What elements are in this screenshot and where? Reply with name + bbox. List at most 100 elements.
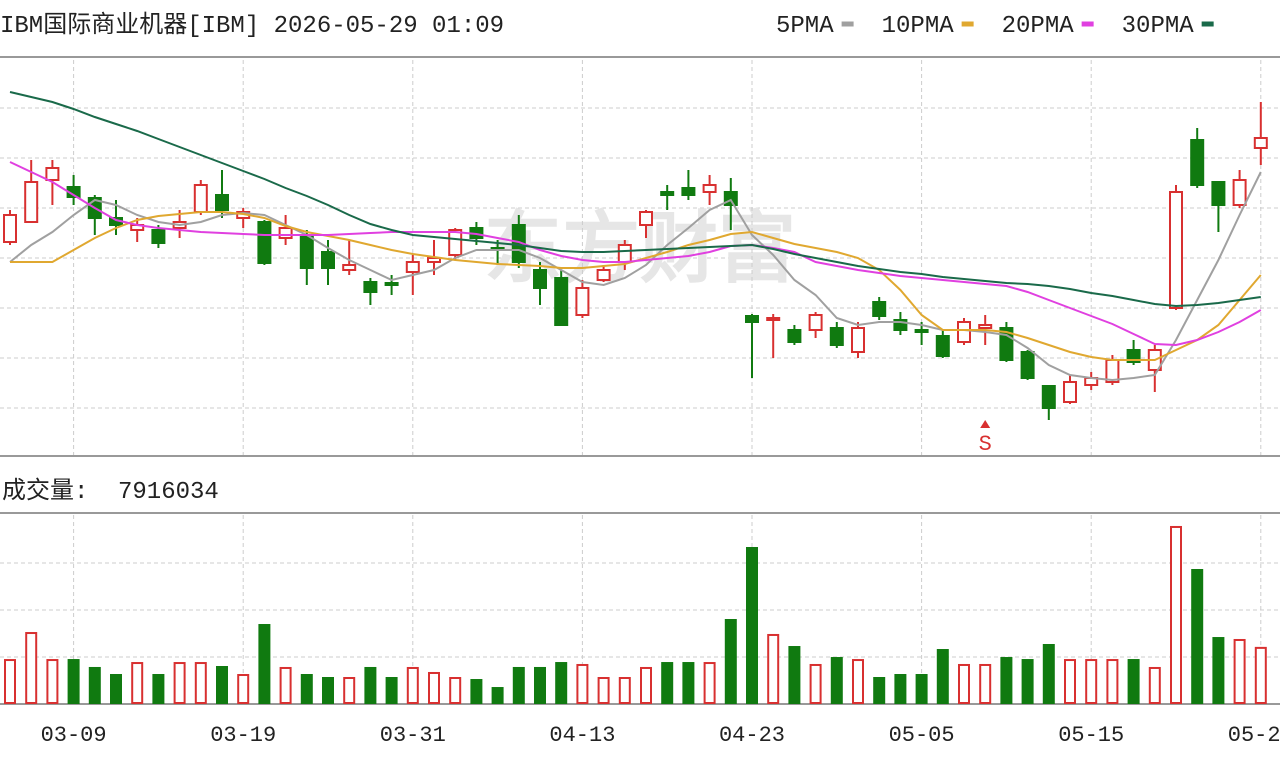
volume-bar bbox=[88, 666, 101, 705]
volume-bar bbox=[852, 659, 864, 704]
volume-bar bbox=[1127, 659, 1140, 704]
volume-bar bbox=[258, 624, 271, 705]
volume-bar bbox=[703, 662, 716, 704]
volume-bar bbox=[406, 666, 419, 705]
volume-bar bbox=[894, 674, 907, 705]
volume-bar bbox=[46, 659, 59, 704]
volume-bar bbox=[4, 659, 16, 704]
volume-value: 7916034 bbox=[118, 479, 219, 506]
volume-bar bbox=[428, 671, 440, 704]
volume-bar bbox=[237, 674, 250, 705]
candle-body bbox=[24, 181, 39, 223]
candle-body bbox=[321, 251, 335, 269]
candle-body bbox=[766, 317, 781, 321]
candle-body bbox=[1190, 139, 1205, 186]
volume-bar bbox=[809, 663, 822, 705]
volume-bar bbox=[173, 662, 186, 704]
volume-bar bbox=[1212, 637, 1225, 705]
candle-body bbox=[3, 214, 17, 243]
volume-bar bbox=[25, 632, 38, 704]
volume-bar bbox=[364, 666, 377, 705]
x-tick-label: 04-13 bbox=[549, 723, 615, 748]
candle-body bbox=[639, 211, 653, 226]
volume-bar bbox=[1021, 659, 1034, 704]
layout bbox=[0, 56, 1280, 705]
candle-body bbox=[957, 321, 971, 343]
volume-bar bbox=[322, 677, 334, 705]
candle-body bbox=[745, 315, 759, 323]
volume-bar bbox=[915, 674, 928, 705]
candle-body bbox=[533, 269, 547, 289]
candle-body bbox=[872, 301, 887, 317]
candle-body bbox=[45, 167, 60, 181]
candle-body bbox=[978, 324, 993, 329]
candle-body bbox=[448, 229, 463, 256]
ma-line bbox=[9, 91, 1261, 308]
volume-bar bbox=[958, 663, 970, 705]
volume-bar bbox=[279, 666, 292, 705]
volume-bar bbox=[194, 662, 207, 704]
volume-bar bbox=[618, 677, 631, 705]
candle-body bbox=[1041, 385, 1056, 409]
annotation: S bbox=[979, 432, 992, 457]
candle-body bbox=[151, 229, 166, 244]
volume-bar bbox=[1233, 638, 1246, 704]
candle-body bbox=[1020, 351, 1035, 379]
candle-body bbox=[405, 261, 420, 273]
volume-bar bbox=[1191, 569, 1204, 704]
candle-body bbox=[384, 282, 399, 286]
candle-body bbox=[660, 191, 675, 196]
candle-body bbox=[575, 287, 590, 316]
volume-bar bbox=[555, 662, 568, 704]
candle-body bbox=[193, 184, 208, 213]
volume-bar bbox=[576, 663, 589, 705]
volume-bar bbox=[1106, 659, 1119, 704]
candle-body bbox=[363, 281, 378, 293]
candle-body bbox=[554, 277, 569, 326]
volume-bar bbox=[830, 657, 843, 705]
volume-bar bbox=[131, 662, 144, 704]
volume-bar bbox=[597, 677, 610, 705]
volume-title: 成交量: bbox=[2, 477, 88, 506]
x-tick-label: 05-05 bbox=[889, 723, 955, 748]
x-tick-label: 05-27 bbox=[1228, 723, 1280, 748]
volume-bar bbox=[682, 662, 695, 704]
volume-bar bbox=[1148, 666, 1161, 705]
x-tick-label: 03-09 bbox=[41, 723, 107, 748]
volume-bar bbox=[1064, 659, 1076, 704]
chart-title: IBM国际商业机器[IBM] 2026-05-29 01:09 bbox=[0, 11, 504, 40]
volume-bar bbox=[767, 633, 780, 705]
volume-bar bbox=[470, 679, 483, 704]
volume-bar bbox=[385, 677, 398, 705]
candle-body bbox=[787, 329, 802, 343]
volume-bar bbox=[724, 619, 737, 704]
volume-bar bbox=[152, 674, 165, 705]
candle-body bbox=[914, 329, 929, 333]
candle-body bbox=[681, 187, 696, 196]
volume-bar bbox=[449, 677, 462, 705]
volume-bar bbox=[1170, 525, 1182, 705]
legend-label: 5PMA bbox=[776, 13, 834, 40]
candle-body bbox=[1211, 181, 1226, 206]
annotation-arrow bbox=[980, 420, 991, 428]
candle-body bbox=[702, 184, 717, 193]
volume-bar bbox=[216, 666, 228, 704]
x-tick-label: 03-31 bbox=[380, 723, 446, 748]
x-tick-label: 04-23 bbox=[719, 723, 785, 748]
x-tick-label: 05-15 bbox=[1058, 723, 1124, 748]
candle-body bbox=[1063, 381, 1077, 403]
candle-body bbox=[1232, 179, 1247, 206]
legend-label: 20PMA bbox=[1002, 13, 1075, 40]
candle-body bbox=[808, 314, 823, 331]
volume-bar bbox=[788, 646, 801, 704]
candle-body bbox=[893, 319, 908, 331]
candle-body bbox=[257, 221, 272, 264]
candle-body bbox=[278, 227, 293, 239]
candle-body bbox=[299, 236, 314, 269]
volume-bar bbox=[491, 687, 504, 704]
x-tick-label: 03-19 bbox=[210, 723, 276, 748]
volume-bar bbox=[661, 662, 674, 704]
candle-body bbox=[342, 264, 357, 271]
